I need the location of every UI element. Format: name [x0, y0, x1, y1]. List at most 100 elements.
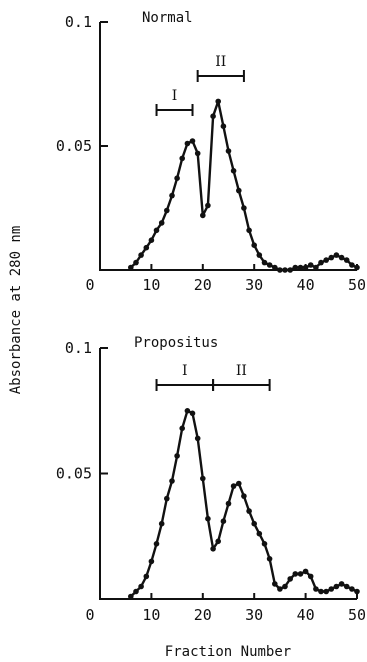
data-point: [241, 205, 247, 211]
data-point: [174, 175, 180, 181]
data-point: [297, 264, 304, 271]
peak-bracket: [212, 379, 271, 391]
x-tick-label: 50: [348, 606, 366, 624]
data-point: [338, 254, 345, 261]
data-point: [256, 252, 263, 258]
data-point: [307, 262, 314, 268]
x-tick-label: 30: [245, 606, 263, 624]
data-point: [128, 593, 134, 600]
data-point: [282, 583, 288, 590]
data-point: [313, 264, 319, 271]
y-axis-title: Absorbance at 280 nm: [8, 226, 24, 395]
series-line: [129, 100, 358, 272]
data-point: [225, 500, 232, 507]
y-tick-label: 0.05: [56, 137, 92, 155]
data-point: [251, 242, 257, 248]
peak-label: II: [215, 54, 226, 70]
data-point: [215, 98, 221, 105]
x-tick-label: 0: [85, 276, 94, 294]
data-point: [220, 123, 227, 129]
data-point: [287, 267, 294, 273]
data-point: [246, 508, 252, 514]
data-point: [354, 264, 360, 271]
data-point: [261, 541, 268, 547]
data-point: [302, 568, 309, 575]
series-line: [129, 409, 358, 598]
data-point: [194, 435, 201, 442]
data-point: [277, 586, 283, 592]
x-tick-label: 10: [142, 276, 160, 294]
data-point: [266, 556, 273, 562]
x-tick-label: 10: [142, 606, 160, 624]
data-point: [230, 168, 237, 174]
data-point: [230, 483, 237, 489]
peak-bracket: [155, 379, 215, 391]
data-point: [138, 252, 144, 258]
y-tick-label: 0.1: [65, 13, 92, 31]
data-point: [277, 267, 283, 273]
data-point: [313, 586, 319, 592]
data-point: [133, 259, 139, 266]
x-tick-label: 30: [245, 276, 263, 294]
x-tick-label: 40: [297, 276, 315, 294]
data-point: [169, 478, 175, 484]
data-point: [143, 244, 150, 251]
data-point: [153, 541, 160, 547]
data-point: [287, 576, 294, 582]
data-point: [220, 518, 227, 524]
axes: [99, 348, 357, 600]
data-point: [302, 264, 309, 271]
data-point: [318, 588, 324, 595]
data-point: [148, 558, 155, 565]
x-axis-title: Fraction Number: [165, 644, 291, 660]
data-point: [189, 410, 196, 417]
x-tick-label: 20: [194, 276, 212, 294]
data-point: [323, 257, 330, 263]
data-point: [272, 264, 278, 271]
data-point: [328, 586, 335, 592]
data-point: [164, 207, 170, 214]
data-point: [174, 453, 180, 459]
data-point: [333, 583, 340, 590]
data-point: [343, 583, 350, 590]
peak-bracket: [196, 70, 245, 82]
data-point: [210, 113, 216, 119]
panel-title: Propositus: [134, 335, 218, 351]
data-point: [318, 259, 324, 266]
data-point: [241, 493, 247, 499]
axes: [99, 22, 357, 271]
y-tick-label: 0.05: [56, 465, 92, 483]
data-point: [179, 425, 185, 432]
data-point: [272, 581, 278, 587]
peak-label: I: [172, 88, 178, 104]
y-tick-label: 0.1: [65, 339, 92, 357]
data-point: [236, 480, 242, 487]
data-point: [236, 187, 242, 194]
data-point: [128, 264, 134, 271]
data-point: [251, 520, 257, 527]
data-point: [158, 220, 165, 226]
data-point: [184, 408, 191, 414]
data-point: [292, 264, 299, 271]
data-point: [354, 588, 360, 595]
data-point: [349, 262, 355, 268]
peak-label: I: [182, 363, 188, 379]
data-point: [133, 588, 139, 595]
data-point: [343, 257, 350, 263]
data-point: [205, 202, 211, 209]
peak-label: II: [236, 363, 247, 379]
data-point: [282, 267, 288, 273]
data-point: [138, 583, 144, 590]
data-point: [256, 530, 263, 537]
data-point: [349, 586, 355, 592]
data-point: [164, 495, 170, 502]
data-point: [215, 538, 221, 545]
x-tick-label: 20: [194, 606, 212, 624]
data-point: [246, 227, 252, 234]
data-point: [200, 212, 206, 219]
data-point: [205, 515, 211, 522]
x-tick-label: 0: [85, 606, 94, 624]
